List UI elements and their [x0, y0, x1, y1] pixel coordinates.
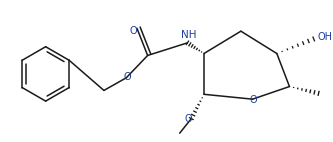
Text: O: O: [129, 26, 137, 36]
Text: O: O: [250, 95, 257, 105]
Text: OH: OH: [318, 32, 333, 42]
Text: NH: NH: [181, 30, 196, 40]
Text: O: O: [124, 72, 131, 82]
Text: O: O: [184, 114, 192, 124]
